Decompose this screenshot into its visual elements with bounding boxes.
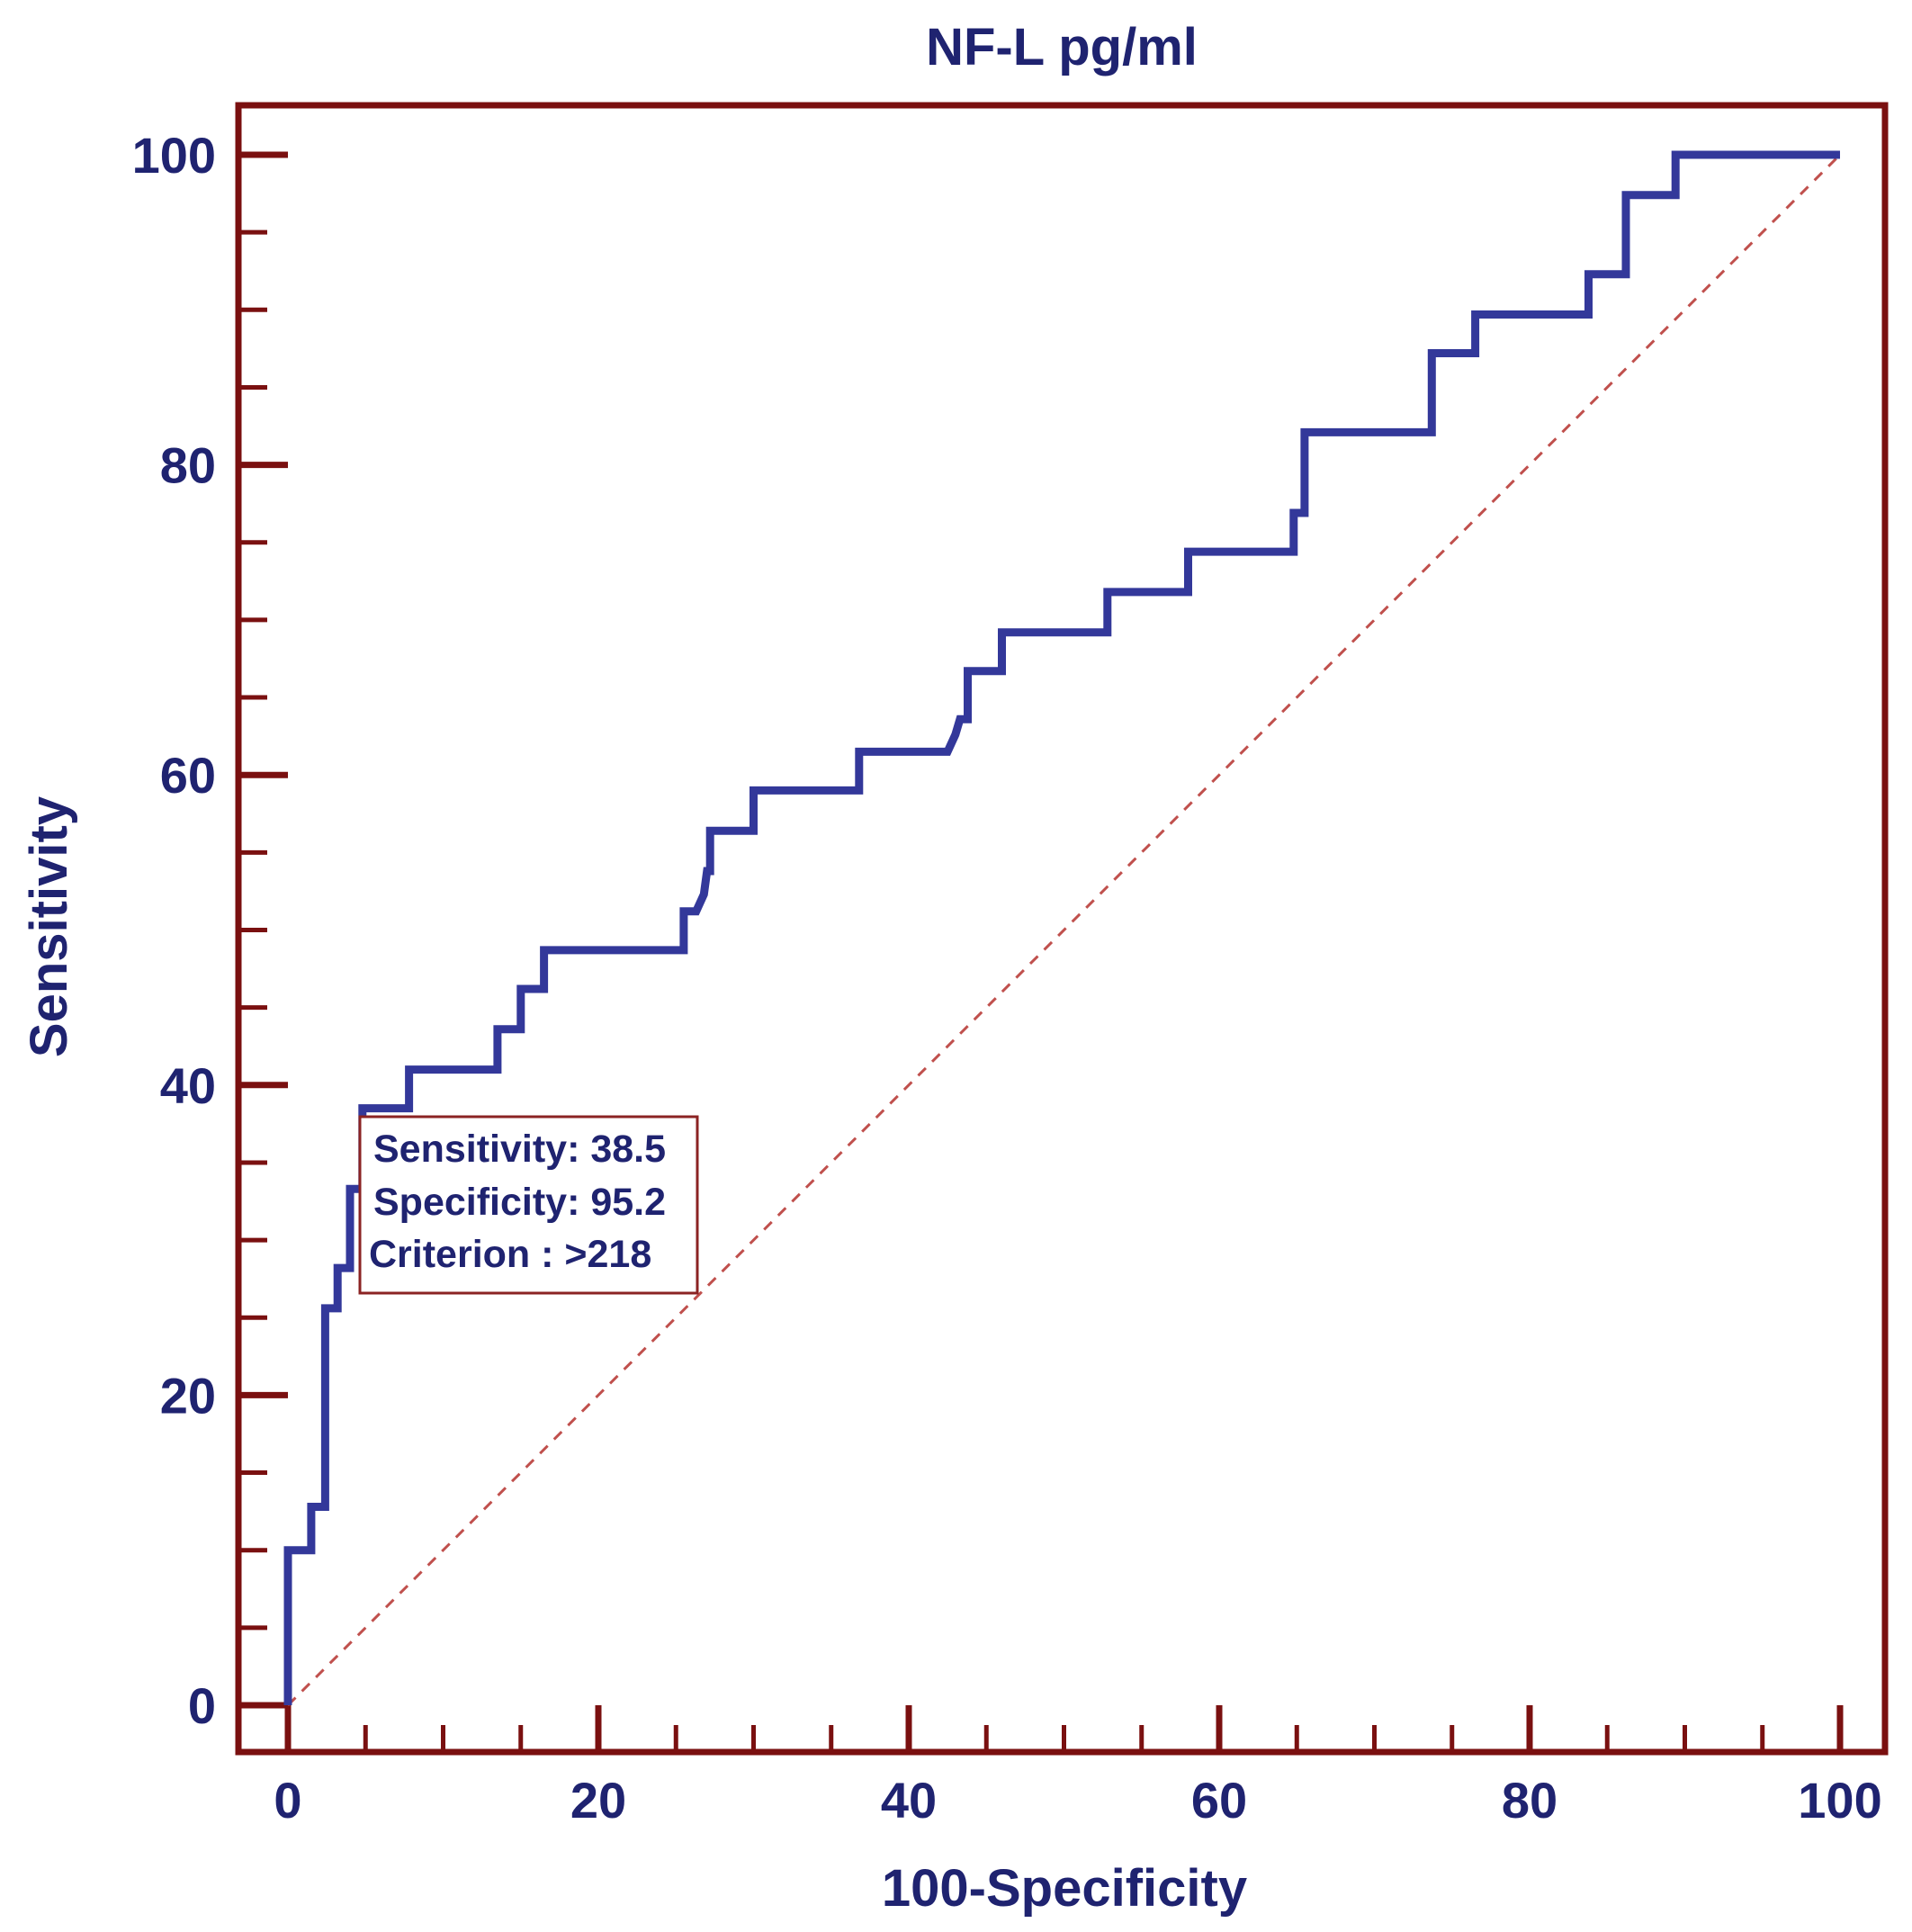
chart-title: NF-L pg/ml bbox=[926, 18, 1198, 76]
plot-frame bbox=[235, 102, 1889, 1756]
y-tick-label: 60 bbox=[160, 747, 216, 804]
y-axis-label: Sensitivity bbox=[20, 796, 78, 1057]
annotation-criterion: Criterion : >218 bbox=[369, 1233, 651, 1276]
x-tick-label: 20 bbox=[570, 1772, 626, 1829]
y-axis-ticks: 0 20 40 60 80 100 bbox=[132, 127, 288, 1734]
x-tick-label: 0 bbox=[274, 1772, 301, 1829]
x-tick-label: 100 bbox=[1798, 1772, 1881, 1829]
x-tick-label: 40 bbox=[881, 1772, 937, 1829]
y-tick-label: 80 bbox=[160, 437, 216, 494]
y-tick-label: 20 bbox=[160, 1367, 216, 1424]
x-tick-label: 60 bbox=[1191, 1772, 1247, 1829]
annotation-box bbox=[358, 1115, 699, 1295]
criterion-annotation: Sensitivity: 38.5 Specificity: 95.2 Crit… bbox=[358, 1115, 699, 1295]
y-tick-label: 0 bbox=[188, 1677, 216, 1734]
y-tick-label: 100 bbox=[132, 127, 216, 184]
annotation-specificity: Specificity: 95.2 bbox=[373, 1181, 666, 1224]
x-axis-ticks: 0 20 40 60 80 100 bbox=[274, 1705, 1882, 1829]
annotation-sensitivity: Sensitivity: 38.5 bbox=[373, 1128, 666, 1171]
x-tick-label: 80 bbox=[1502, 1772, 1557, 1829]
y-tick-label: 40 bbox=[160, 1057, 216, 1114]
reference-diagonal-line bbox=[286, 153, 1842, 1707]
x-axis-label: 100-Specificity bbox=[882, 1859, 1247, 1918]
roc-curve-line bbox=[283, 150, 1840, 1705]
